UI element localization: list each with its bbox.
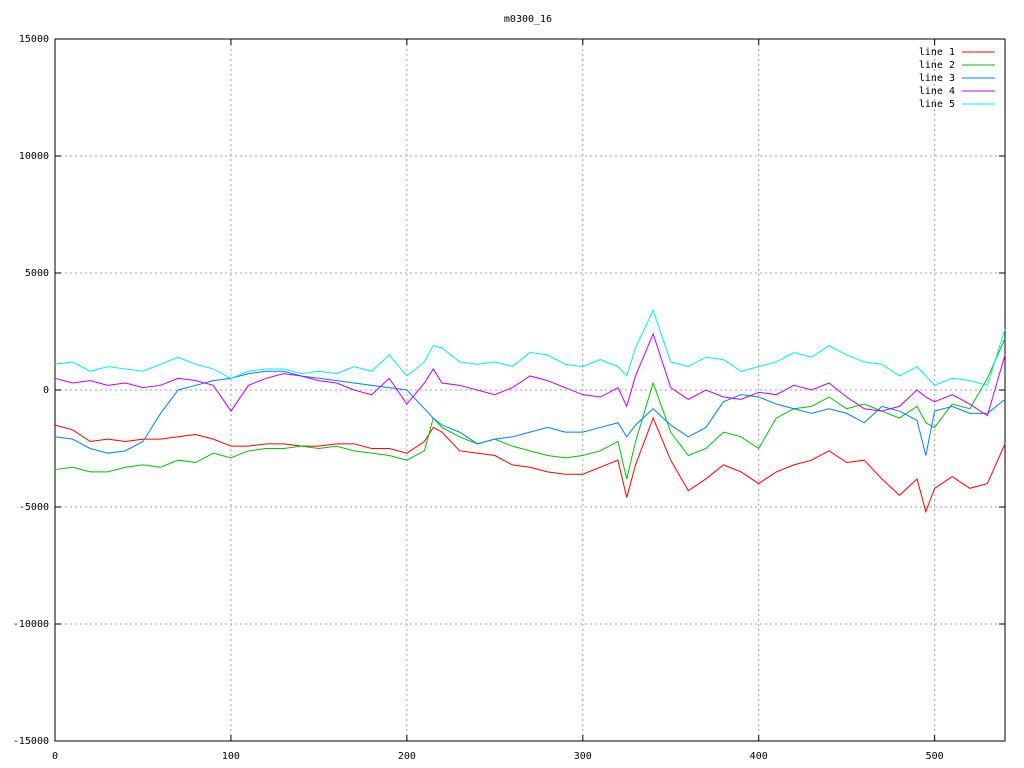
- x-tick-label: 100: [222, 751, 240, 762]
- x-tick-label: 200: [398, 751, 416, 762]
- y-tick-label: 15000: [19, 34, 49, 45]
- plot-frame: [54, 38, 1006, 742]
- data-line: [54, 332, 1006, 417]
- y-tick-label: -10000: [13, 619, 49, 630]
- legend-label: line 3: [919, 73, 955, 84]
- y-tick-label: 10000: [19, 151, 49, 162]
- data-line: [54, 370, 1006, 456]
- data-line: [54, 416, 1006, 514]
- y-tick-label: 0: [43, 385, 49, 396]
- legend-label: line 2: [919, 60, 955, 71]
- chart-title: m0300_16: [504, 14, 552, 25]
- legend-label: line 1: [919, 47, 955, 58]
- y-tick-label: -5000: [19, 502, 49, 513]
- legend-label: line 5: [919, 99, 955, 110]
- data-line: [54, 338, 1006, 480]
- legend-label: line 4: [919, 86, 955, 97]
- y-tick-label: 5000: [25, 268, 49, 279]
- x-tick-label: 300: [574, 751, 592, 762]
- data-line: [54, 309, 1006, 386]
- x-tick-label: 500: [926, 751, 944, 762]
- y-tick-label: -15000: [13, 736, 49, 747]
- x-tick-label: 400: [750, 751, 768, 762]
- x-tick-label: 0: [52, 751, 58, 762]
